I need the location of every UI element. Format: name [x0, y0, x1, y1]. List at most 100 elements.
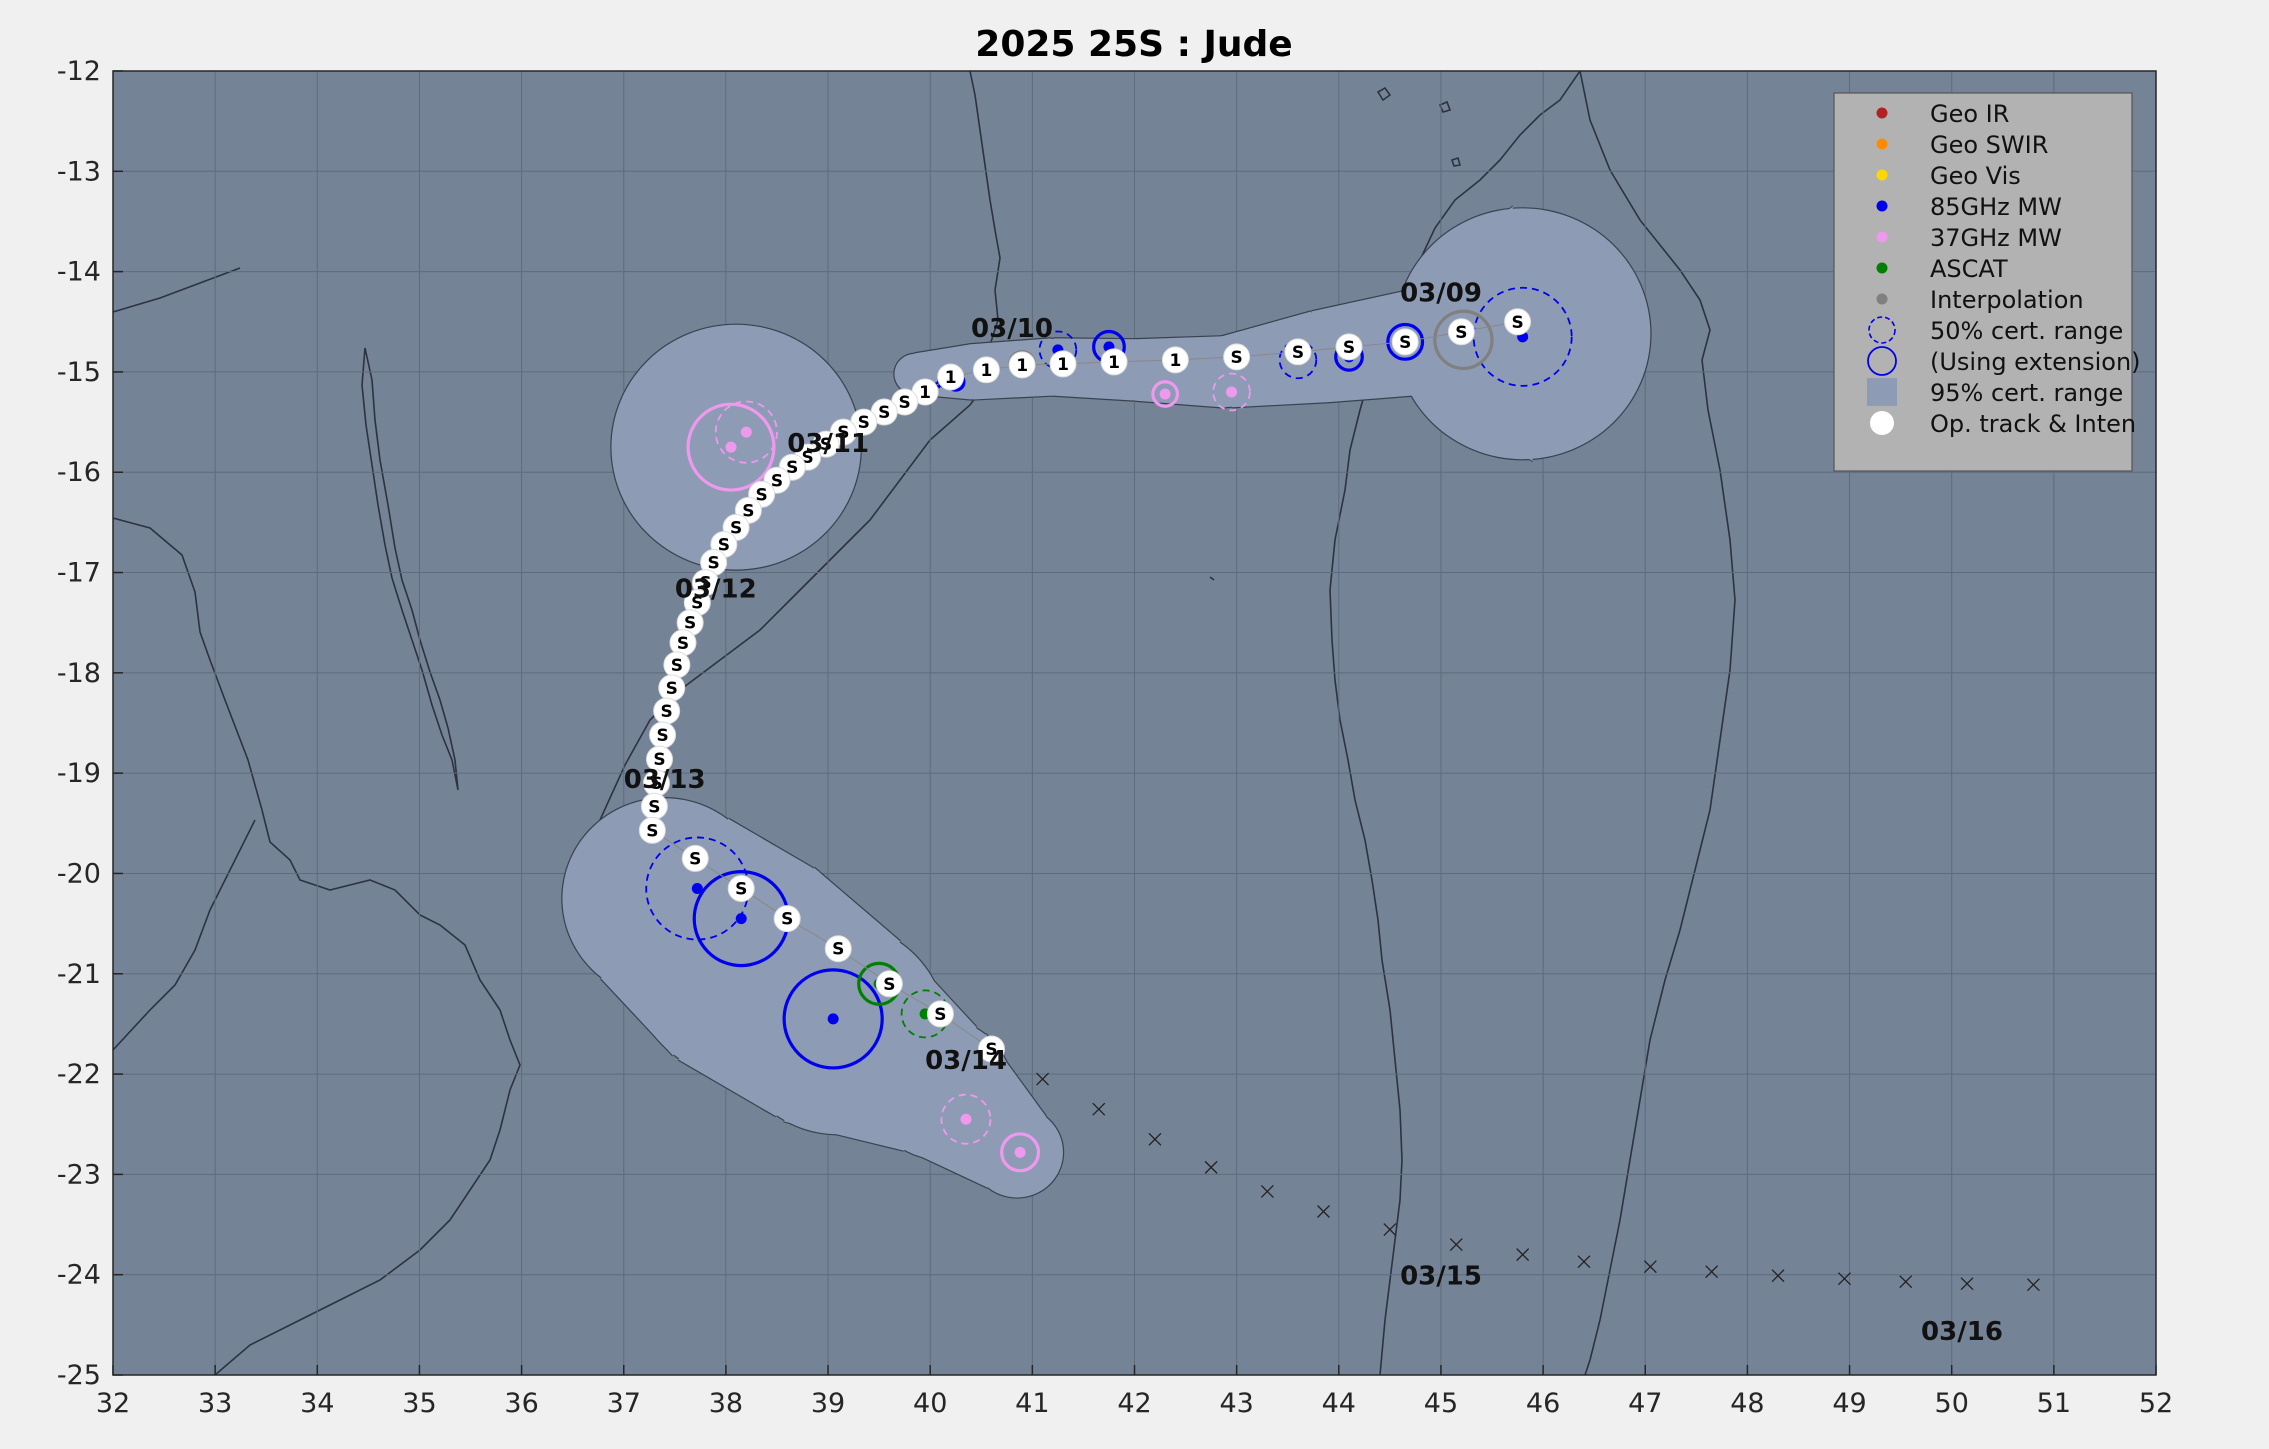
fix-certainty-circle — [1433, 309, 1494, 371]
legend-marker — [1867, 346, 1897, 376]
fix-certainty-circle — [1212, 372, 1251, 412]
legend-marker — [1876, 231, 1888, 243]
forecast-point — [1204, 1160, 1218, 1174]
legend-marker — [1876, 138, 1888, 150]
y-tick-label: -23 — [57, 1159, 101, 1190]
op-track-intensity-label: S — [781, 910, 793, 930]
legend-label: 50% cert. range — [1930, 317, 2123, 345]
op-track-intensity-label: S — [689, 849, 701, 869]
date-label: 03/15 — [1400, 1262, 1482, 1292]
op-track-intensity-label: S — [684, 614, 696, 634]
legend-label: (Using extension) — [1930, 348, 2141, 376]
legend-marker — [1876, 293, 1888, 305]
op-track-intensity-label: 1 — [980, 361, 992, 381]
y-tick-label: -20 — [57, 858, 101, 889]
forecast-point — [2026, 1278, 2040, 1292]
date-label: 03/09 — [1400, 279, 1482, 309]
legend-label: Geo IR — [1930, 100, 2009, 128]
fix-dot — [1014, 1146, 1026, 1158]
x-tick-label: 40 — [913, 1388, 947, 1419]
y-axis-ticks: -12 -13 -14 -15 -16 -17 -18 -19 -20 -21 -22 -23 -24 -… — [57, 56, 123, 1391]
op-track-intensity-label: 1 — [1108, 353, 1120, 373]
op-track-point — [972, 356, 1000, 384]
cone-segment — [894, 1033, 1047, 1188]
fix-dot — [960, 1113, 972, 1125]
op-track-intensity-label: S — [650, 774, 662, 794]
fix-dot — [735, 913, 747, 925]
forecast-point — [1383, 1223, 1397, 1237]
y-tick-label: -21 — [57, 959, 101, 990]
y-tick-label: -17 — [57, 558, 101, 589]
date-label: 03/16 — [1921, 1317, 2003, 1347]
fix-certainty-circle — [940, 1093, 992, 1145]
op-track-intensity-label: S — [699, 574, 711, 594]
fix-dot — [691, 883, 703, 895]
madagascar-coastline — [1329, 71, 1736, 1375]
op-track-intensity-label: S — [1343, 338, 1355, 358]
y-tick-label: -22 — [57, 1059, 101, 1090]
x-tick-label: 43 — [1219, 1388, 1253, 1419]
x-tick-label: 46 — [1526, 1388, 1560, 1419]
op-track-point — [1100, 348, 1128, 376]
op-track-intensity-label: S — [756, 485, 768, 505]
op-track-point — [926, 1000, 954, 1028]
legend-marker — [1867, 378, 1897, 406]
op-track-point — [1008, 351, 1036, 379]
date-labels: 03/09 03/10 03/11 03/12 03/13 03/14 03/15 03/16 — [624, 279, 2003, 1347]
forecast-point — [1148, 1132, 1162, 1146]
y-tick-label: -16 — [57, 457, 101, 488]
x-tick-label: 52 — [2139, 1388, 2173, 1419]
op-track-intensity-label: 1 — [1016, 356, 1028, 376]
op-track-intensity-label: S — [934, 1005, 946, 1025]
legend-marker — [1870, 411, 1894, 435]
y-tick-label: -15 — [57, 357, 101, 388]
op-track-intensity-label: S — [771, 471, 783, 491]
legend-marker — [1876, 169, 1888, 181]
op-track-intensity-label: S — [735, 880, 747, 900]
x-tick-label: 49 — [1832, 1388, 1866, 1419]
op-track-intensity-label: S — [656, 726, 668, 746]
forecast-point — [1516, 1248, 1530, 1262]
fix-dot — [827, 1013, 839, 1025]
op-track-point — [1504, 308, 1532, 336]
op-track-intensity-label: S — [858, 413, 870, 433]
op-track-intensity-label: S — [1511, 313, 1523, 333]
op-track-intensity-label: S — [671, 656, 683, 676]
x-axis-ticks: 32 33 34 35 36 37 38 39 40 41 42 43 44 45 46 47 48 49 50 51… — [96, 1365, 2173, 1419]
forecast-point — [1036, 1072, 1050, 1086]
date-label: 03/14 — [925, 1046, 1007, 1076]
op-track-intensity-label: S — [730, 518, 742, 538]
legend-label: 95% cert. range — [1930, 379, 2123, 407]
fix-certainty-circle — [1386, 322, 1425, 361]
op-track-intensity-label: S — [883, 975, 895, 995]
forecast-track — [1036, 1072, 2040, 1292]
op-track-point — [1391, 328, 1419, 356]
op-track-intensity-label: 1 — [1057, 355, 1069, 375]
op-track-intensity: SSSSSS1111111SSSSSSSSSSSSSSSSSSSSSSSSSSS… — [638, 308, 1532, 1063]
y-tick-label: -25 — [57, 1360, 101, 1391]
op-track-point — [1161, 346, 1189, 374]
op-track-intensity-label: S — [677, 634, 689, 654]
op-track-point — [1284, 338, 1312, 366]
op-track-point — [727, 875, 755, 903]
x-tick-label: 42 — [1117, 1388, 1151, 1419]
legend-marker — [1876, 200, 1888, 212]
x-tick-label: 50 — [1935, 1388, 1969, 1419]
op-track-point — [1049, 350, 1077, 378]
legend-marker — [1868, 316, 1896, 344]
fix-certainty-circle — [686, 402, 776, 492]
op-track-intensity-label: S — [691, 594, 703, 614]
fix-dot — [1159, 388, 1171, 400]
y-tick-label: -19 — [57, 758, 101, 789]
legend: Geo IR Geo SWIR Geo Vis 85GHz MW 37GHz MW ASC… — [1833, 92, 2141, 472]
forecast-point — [1771, 1269, 1785, 1283]
legend-box — [1833, 92, 2133, 472]
x-tick-label: 36 — [504, 1388, 538, 1419]
fix-dot — [725, 441, 737, 453]
op-track-intensity-label: S — [742, 501, 754, 521]
op-track-intensity-label: S — [832, 940, 844, 960]
y-tick-label: -14 — [57, 257, 101, 288]
op-track-intensity-label: S — [653, 750, 665, 770]
date-label: 03/13 — [624, 765, 706, 795]
